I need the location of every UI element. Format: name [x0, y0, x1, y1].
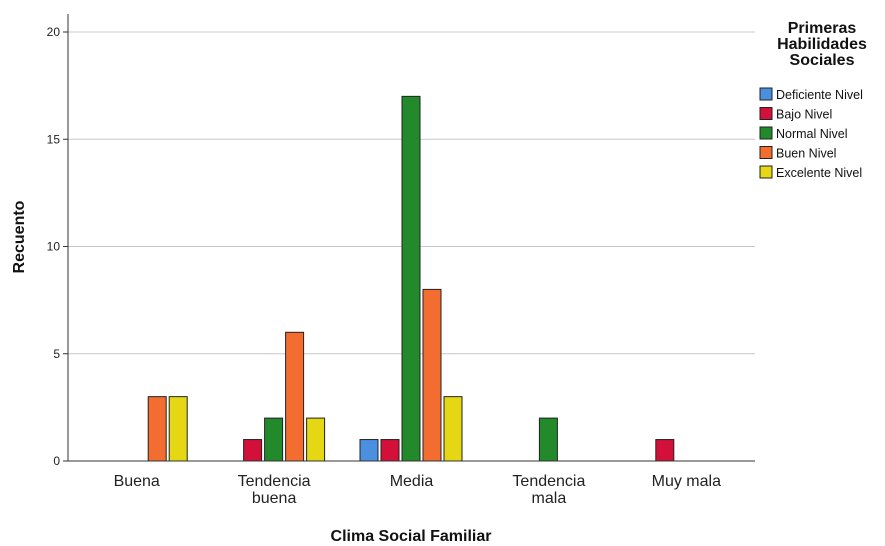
bar [168, 396, 188, 462]
legend-title: Habilidades [777, 36, 867, 53]
legend-title: Primeras [788, 20, 857, 37]
bar [285, 331, 305, 462]
y-tick-label: 15 [47, 132, 61, 146]
x-tick-label: mala [532, 490, 567, 507]
bars [147, 95, 675, 462]
bar [359, 439, 379, 462]
bar [443, 396, 463, 462]
bar [401, 95, 421, 462]
legend-swatch [759, 126, 773, 140]
legend-swatch [759, 146, 773, 159]
legend-label: Excelente Nivel [776, 166, 862, 180]
x-tick-label: Muy mala [652, 473, 721, 490]
bar [422, 288, 442, 462]
legend-swatch [759, 107, 773, 120]
legend-title: Sociales [790, 52, 855, 69]
x-tick-label: Media [390, 473, 434, 490]
legend-swatch [759, 165, 773, 179]
bar [264, 417, 284, 462]
x-tick-label: buena [252, 490, 297, 507]
legend-swatch [759, 87, 773, 101]
bar [655, 439, 675, 462]
axes [67, 14, 755, 462]
y-tick-label: 20 [47, 25, 61, 39]
x-tick-label: Tendencia [512, 473, 585, 490]
y-axis-title: Recuento [11, 200, 28, 273]
y-tick-label: 5 [53, 347, 60, 361]
x-tick-label: Buena [114, 473, 160, 490]
legend-label: Deficiente Nivel [776, 88, 863, 102]
bar [306, 417, 326, 462]
bar [538, 417, 558, 462]
x-axis-title: Clima Social Familiar [331, 528, 492, 545]
y-tick-labels: 0 5 10 15 20 [47, 25, 68, 468]
y-tick-label: 10 [47, 240, 61, 254]
bar [243, 439, 263, 462]
bar [380, 439, 400, 462]
y-tick-label: 0 [53, 454, 60, 468]
x-tick-label: Tendencia [238, 473, 311, 490]
legend-label: Bajo Nivel [776, 108, 832, 122]
legend-label: Buen Nivel [776, 147, 836, 161]
bar [147, 396, 167, 462]
legend-label: Normal Nivel [776, 127, 848, 141]
